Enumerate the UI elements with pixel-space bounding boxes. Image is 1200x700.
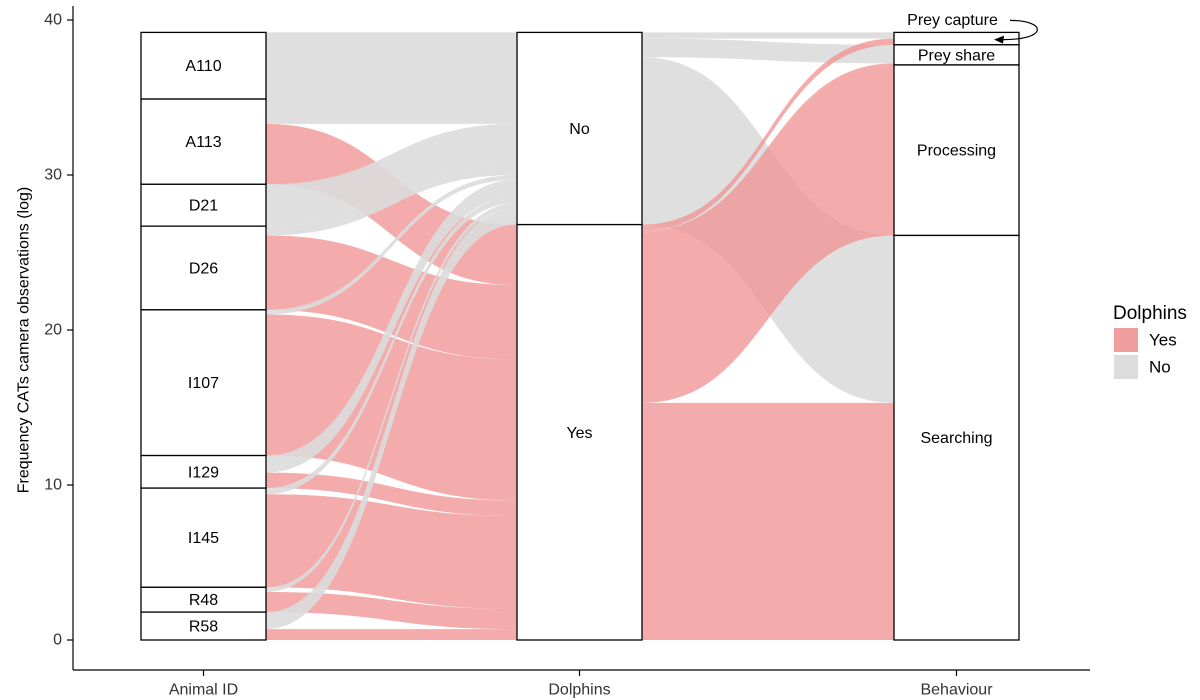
stratum-behaviour-searching <box>893 234 1020 641</box>
flow-ribbon-no-to-prey-share <box>642 38 894 64</box>
y-axis-title: Frequency CATs camera observations (log) <box>16 187 33 494</box>
flow-ribbon-a110-to-no <box>266 32 517 100</box>
stratum-label-processing: Processing <box>917 143 996 160</box>
stratum-dolphins-no <box>516 31 643 226</box>
y-tick-label-20: 20 <box>44 322 62 339</box>
stratum-label-yes: Yes <box>566 425 592 442</box>
stratum-label-prey-share: Prey share <box>918 47 995 64</box>
x-tick-label-behaviour: Behaviour <box>920 682 993 699</box>
prey-capture-callout <box>994 19 1038 44</box>
flow-ribbon-i129-to-yes <box>266 472 517 516</box>
stratum-animal-r58 <box>140 611 267 641</box>
y-tick-label-40: 40 <box>44 12 62 29</box>
flow-ribbon-i107-to-yes <box>266 314 517 501</box>
stratum-animal-a113 <box>140 98 267 185</box>
flow-ribbon-d26-to-no <box>266 165 517 236</box>
stratum-animal-i145 <box>140 487 267 588</box>
x-ticks: Animal ID Dolphins Behaviour <box>169 670 993 699</box>
stratum-animal-i129 <box>140 454 267 489</box>
flow-ribbon-i129-to-no <box>266 179 517 473</box>
stratum-label-i129: I129 <box>188 464 219 481</box>
flows-dolphins-to-behaviour <box>642 32 894 640</box>
flow-ribbon-yes-to-prey-capture <box>642 38 894 231</box>
y-tick-label-0: 0 <box>53 632 62 649</box>
legend: Dolphins Yes No <box>1113 303 1187 379</box>
stratum-animal-r48 <box>140 586 267 613</box>
x-tick-label-animal-id: Animal ID <box>169 682 238 699</box>
stratum-label-d21: D21 <box>189 198 218 215</box>
flow-ribbon-i107-to-no <box>266 175 517 315</box>
stratum-label-r48: R48 <box>189 592 218 609</box>
stratum-label-d26: D26 <box>189 261 218 278</box>
legend-swatch-no <box>1114 355 1138 379</box>
stratum-label-no: No <box>569 121 590 138</box>
stratum-label-a113: A113 <box>185 134 221 151</box>
stratum-label-r58: R58 <box>189 619 218 636</box>
legend-label-yes: Yes <box>1149 331 1177 350</box>
flow-ribbon-a113-to-no <box>266 99 517 124</box>
stratum-label-i145: I145 <box>188 530 219 547</box>
legend-title: Dolphins <box>1113 303 1187 324</box>
stratum-boxes: A110 A113 D21 D26 I107 I129 I145 R48 R58 No Yes Pre… <box>140 12 1020 641</box>
flow-ribbon-i145-to-no <box>266 196 517 495</box>
y-tick-label-10: 10 <box>44 477 62 494</box>
x-tick-label-dolphins: Dolphins <box>548 682 610 699</box>
flow-ribbon-no-to-prey-capture <box>642 32 894 39</box>
legend-swatch-yes <box>1114 328 1138 352</box>
stratum-dolphins-yes <box>516 223 643 641</box>
flow-ribbon-r58-to-no <box>266 207 517 630</box>
flow-ribbon-d26-to-yes <box>266 235 517 360</box>
flow-ribbon-yes-to-processing <box>642 64 894 403</box>
stratum-label-searching: Searching <box>920 430 992 447</box>
flow-ribbon-r48-to-yes <box>266 591 517 630</box>
stratum-animal-d21 <box>140 183 267 227</box>
legend-label-no: No <box>1149 358 1171 377</box>
stratum-label-i107: I107 <box>188 375 219 392</box>
stratum-animal-d26 <box>140 225 267 311</box>
stratum-animal-i107 <box>140 309 267 457</box>
flow-ribbon-r58-to-yes <box>266 629 517 640</box>
flow-ribbon-yes-to-prey-share <box>642 63 894 233</box>
stratum-label-a110: A110 <box>185 58 221 75</box>
axes: 0 10 20 30 40 Animal ID Dolphins Behaviour Fre… <box>16 6 1090 699</box>
legend-items: Yes No <box>1114 328 1177 379</box>
stratum-label-prey-capture: Prey capture <box>907 12 998 29</box>
stratum-animal-a110 <box>140 31 267 100</box>
flow-ribbon-yes-to-searching <box>642 402 894 640</box>
callout-arrow-line <box>999 19 1038 41</box>
y-tick-label-30: 30 <box>44 167 62 184</box>
y-ticks: 0 10 20 30 40 <box>44 12 73 649</box>
flow-ribbon-d21-to-no <box>266 123 517 227</box>
flow-ribbon-r48-to-no <box>266 202 517 592</box>
flows-animal-to-dolphins <box>266 32 517 640</box>
callout-arrowhead <box>994 35 1004 44</box>
stratum-behaviour-processing <box>893 64 1020 237</box>
